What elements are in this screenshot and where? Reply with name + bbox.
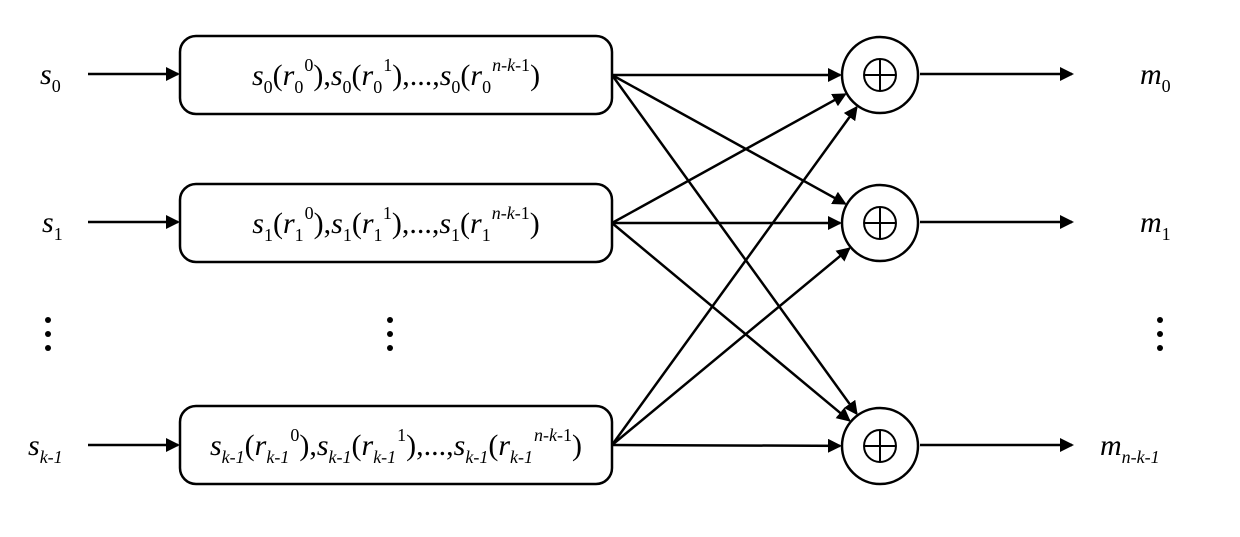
vdots <box>387 331 393 337</box>
math-label: m0 <box>1140 58 1171 96</box>
edge <box>612 94 845 223</box>
box-expression: s0(r00),s0(r01),...,s0(r0n-k-1) <box>252 55 540 97</box>
vdots <box>1157 317 1163 323</box>
vdots <box>1157 345 1163 351</box>
edge <box>612 249 849 445</box>
vdots <box>387 317 393 323</box>
edge <box>612 223 849 420</box>
math-label: mn-k-1 <box>1100 429 1160 467</box>
box-expression: s1(r10),s1(r11),...,s1(r1n-k-1) <box>252 203 539 245</box>
math-label: sk-1 <box>28 429 63 467</box>
vdots <box>45 317 51 323</box>
vdots <box>45 345 51 351</box>
diagram-canvas: s0 s1 sk-1 s0(r00),s0(r01),...,s0(r0n-k-1) s… <box>0 0 1240 537</box>
box-expression: sk-1(rk-10),sk-1(rk-11),...,sk-1(rk-1n-k… <box>210 425 582 467</box>
edge <box>612 75 845 204</box>
math-label: s0 <box>40 58 61 96</box>
math-label: m1 <box>1140 206 1171 244</box>
edge <box>612 75 857 414</box>
edge <box>612 445 840 446</box>
vdots <box>45 331 51 337</box>
vdots <box>1157 331 1163 337</box>
math-label: s1 <box>42 206 63 244</box>
vdots <box>387 345 393 351</box>
